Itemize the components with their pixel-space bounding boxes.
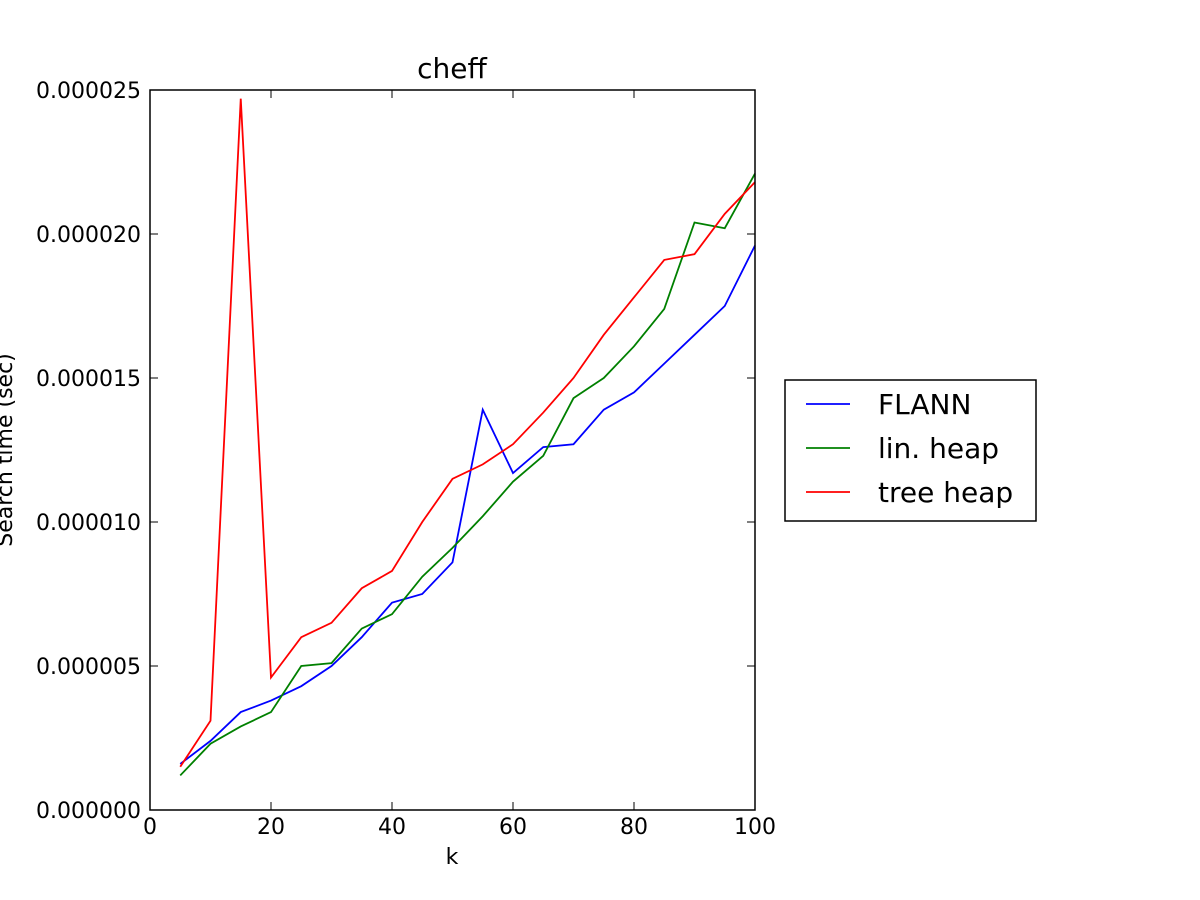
y-tick-label: 0.000025 [36, 79, 141, 104]
series-line-flann [179, 245, 756, 765]
x-tick-label: 80 [620, 815, 648, 840]
y-tick-label: 0.000020 [36, 223, 141, 248]
legend-label: lin. heap [878, 432, 999, 465]
x-axis: 0 20 40 60 80 100 [143, 90, 776, 840]
plot-frame [149, 89, 756, 811]
chart-title: cheff [417, 52, 487, 85]
x-tick-label: 0 [143, 815, 157, 840]
x-tick-label: 20 [257, 815, 285, 840]
series-line-lin-heap [179, 173, 756, 777]
x-tick-label: 60 [499, 815, 527, 840]
legend-label: tree heap [878, 476, 1013, 509]
x-tick-label: 100 [734, 815, 776, 840]
y-tick-label: 0.000000 [36, 799, 141, 824]
y-axis-label: Search time (sec) [0, 353, 18, 547]
legend-entries: FLANN lin. heap tree heap [806, 388, 1013, 509]
y-tick-label: 0.000010 [36, 511, 141, 536]
legend: FLANN lin. heap tree heap [784, 379, 1037, 522]
y-tick-label: 0.000015 [36, 367, 141, 392]
x-tick-label: 40 [378, 815, 406, 840]
y-tick-label: 0.000005 [36, 655, 141, 680]
legend-label: FLANN [878, 388, 971, 421]
series-line-tree-heap [179, 98, 756, 768]
y-axis: 0.000000 0.000005 0.000010 0.000015 0.000020… [36, 79, 755, 824]
x-axis-label: k [446, 845, 459, 870]
series-layer [179, 98, 756, 777]
